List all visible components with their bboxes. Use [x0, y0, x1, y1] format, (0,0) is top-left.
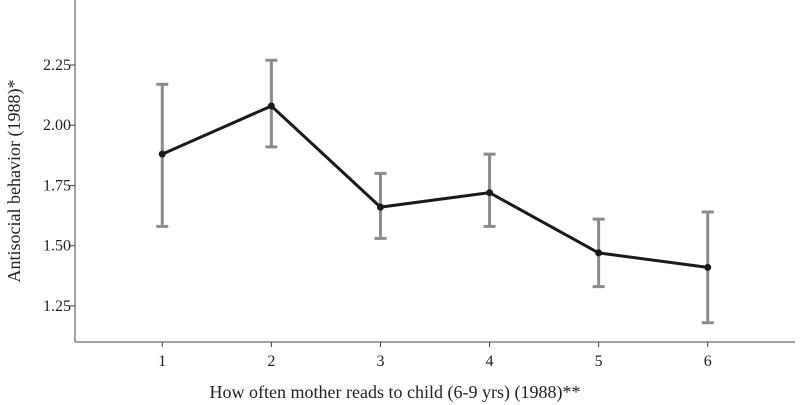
x-axis-title: How often mother reads to child (6-9 yrs…	[210, 382, 581, 403]
y-axis-title: Antisocial behavior (1988)*	[4, 80, 25, 283]
series-line	[161, 104, 708, 269]
data-point	[376, 203, 384, 211]
y-ticks: 1.25 1.50 1.75 2.00 2.25	[43, 57, 75, 315]
x-tick-label: 6	[704, 353, 712, 370]
data-point	[595, 249, 603, 257]
x-tick-label: 1	[158, 353, 166, 370]
y-tick-label: 1.25	[43, 298, 71, 315]
x-tick-label: 2	[267, 353, 275, 370]
y-tick-label: 1.50	[43, 238, 71, 255]
data-point	[704, 263, 712, 271]
data-point	[158, 150, 166, 158]
y-tick-label: 2.25	[43, 57, 71, 74]
data-points	[158, 102, 712, 271]
data-point	[486, 189, 494, 197]
error-bars	[156, 58, 714, 325]
axes	[74, 0, 795, 343]
y-tick-label: 1.75	[43, 177, 71, 194]
x-tick-label: 5	[595, 353, 603, 370]
data-point	[267, 102, 275, 110]
x-ticks: 1 2 3 4 5 6	[158, 342, 712, 370]
x-tick-label: 3	[376, 353, 384, 370]
x-tick-label: 4	[486, 353, 494, 370]
y-tick-label: 2.00	[43, 117, 71, 134]
